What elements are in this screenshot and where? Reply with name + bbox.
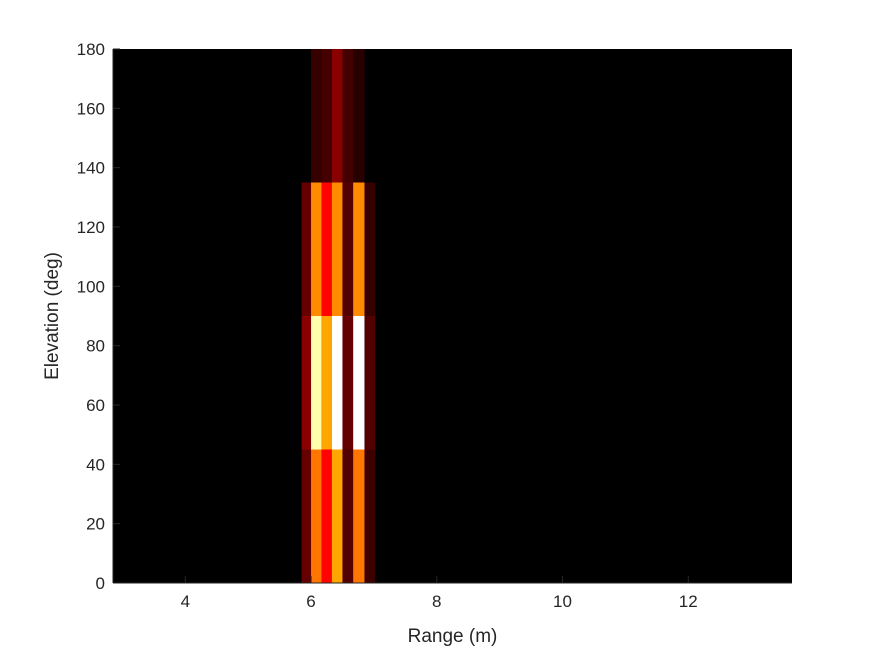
heatmap-cell — [364, 316, 376, 450]
heatmap-cell — [301, 182, 312, 316]
y-tick-label: 100 — [77, 277, 105, 296]
plot-area — [113, 49, 792, 583]
y-tick-label: 120 — [77, 218, 105, 237]
y-axis-title: Elevation (deg) — [42, 252, 63, 380]
heatmap-cell — [301, 316, 312, 450]
x-tick-label: 6 — [306, 592, 315, 611]
heatmap-cell — [342, 49, 354, 183]
heatmap-cell — [331, 449, 343, 583]
heatmap-cell — [331, 182, 343, 316]
heatmap-cell — [342, 449, 354, 583]
heatmap-cell — [353, 182, 365, 316]
x-axis-ticks: 4 6 8 10 12 — [181, 576, 698, 611]
heatmap-cell — [311, 449, 322, 583]
x-tick-label: 12 — [679, 592, 698, 611]
heatmap-cell — [301, 449, 312, 583]
heatmap-cell — [353, 449, 365, 583]
heatmap-cell — [331, 316, 343, 450]
heatmap-cell — [342, 182, 354, 316]
heatmap-cell — [321, 316, 332, 450]
heatmap-cells — [301, 49, 376, 583]
y-tick-label: 180 — [77, 40, 105, 59]
x-axis-title: Range (m) — [408, 626, 498, 647]
axes — [112, 49, 792, 584]
heatmap-cell — [353, 316, 365, 450]
heatmap-cell — [321, 182, 332, 316]
heatmap-cell — [321, 449, 332, 583]
y-tick-label: 160 — [77, 99, 105, 118]
heatmap-cell — [321, 49, 332, 183]
y-tick-label: 20 — [86, 515, 105, 534]
y-tick-label: 80 — [86, 337, 105, 356]
y-axis-ticks: 0 20 40 60 80 100 120 140 160 180 — [77, 40, 120, 593]
x-tick-label: 8 — [432, 592, 441, 611]
heatmap-cell — [353, 49, 365, 183]
heatmap-cell — [342, 316, 354, 450]
heatmap-cell — [364, 182, 376, 316]
heatmap-cell — [311, 182, 322, 316]
heatmap-cell — [311, 316, 322, 450]
heatmap-cell — [331, 49, 343, 183]
y-tick-label: 0 — [96, 574, 105, 593]
x-tick-label: 10 — [553, 592, 572, 611]
y-tick-label: 60 — [86, 396, 105, 415]
x-tick-label: 4 — [181, 592, 190, 611]
y-tick-label: 140 — [77, 159, 105, 178]
heatmap-cell — [311, 49, 322, 183]
heatmap-cell — [364, 449, 376, 583]
y-tick-label: 40 — [86, 455, 105, 474]
